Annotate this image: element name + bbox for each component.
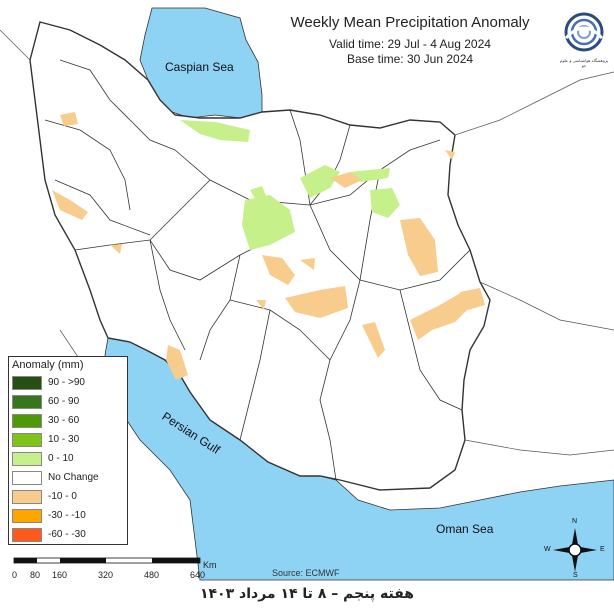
scale-unit: Km: [203, 560, 217, 570]
valid-time: Valid time: 29 Jul - 4 Aug 2024: [329, 37, 491, 51]
legend-item: -60 - -30: [9, 525, 127, 544]
legend-item: -30 - -10: [9, 506, 127, 525]
institute-logo: پژوهشگاه هواشناسی و علوم جو: [558, 8, 610, 78]
footer-persian-date: هفته پنجم – ۸ تا ۱۴ مرداد ۱۴۰۳: [199, 586, 415, 602]
scale-bar-graphic: [13, 557, 201, 564]
compass-rose: N S E W: [544, 518, 605, 580]
legend-label: 60 - 90: [48, 396, 80, 407]
legend-item: -10 - 0: [9, 487, 127, 506]
compass-n: N: [572, 518, 578, 525]
label-caspian-sea: Caspian Sea: [165, 60, 234, 74]
legend-item: 10 - 30: [9, 430, 127, 449]
legend-swatch: [12, 375, 42, 390]
legend-swatch: [12, 451, 42, 466]
legend-label: 30 - 60: [48, 415, 80, 426]
province-borders: [44, 59, 471, 481]
neighbour-borders: [0, 29, 614, 456]
legend-label: -60 - -30: [48, 529, 86, 540]
legend-swatch: [12, 527, 42, 542]
compass-s: S: [573, 572, 578, 579]
legend-label: No Change: [48, 472, 99, 483]
negative-anomaly-areas: [52, 112, 485, 380]
scale-label-0: 0: [12, 570, 18, 580]
legend-swatch: [12, 508, 42, 523]
legend-label: 10 - 30: [48, 434, 80, 445]
legend-swatch: [12, 394, 42, 409]
base-time: Base time: 30 Jun 2024: [346, 52, 474, 66]
scale-label-160: 160: [52, 570, 68, 580]
logo-swirl-icon: [564, 12, 604, 52]
legend-item: 60 - 90: [9, 392, 127, 411]
legend-swatch: [12, 413, 42, 428]
label-oman-sea: Oman Sea: [436, 522, 494, 536]
compass-w: W: [544, 546, 551, 553]
scale-bar: Km 0 80 160 320 480 640: [8, 560, 218, 584]
scale-label-80: 80: [30, 570, 41, 580]
legend-swatch: [12, 432, 42, 447]
legend-item: 90 - >90: [9, 373, 127, 392]
legend-label: 0 - 10: [48, 453, 74, 464]
legend-title: Anomaly (mm): [12, 359, 84, 371]
scale-label-320: 320: [98, 570, 114, 580]
iran-outline: [29, 21, 491, 491]
positive-anomaly-areas: [180, 120, 400, 250]
map-title: Weekly Mean Precipitation Anomaly: [290, 14, 530, 31]
logo-text: پژوهشگاه هواشناسی و علوم جو: [559, 58, 609, 68]
compass-e: E: [600, 546, 605, 553]
legend-item: 0 - 10: [9, 449, 127, 468]
source-label: Source: ECMWF: [272, 568, 340, 578]
compass-icon: [553, 528, 597, 572]
legend-label: -30 - -10: [48, 510, 86, 521]
legend: Anomaly (mm) 90 - >90 60 - 90 30 - 60 10 - …: [8, 356, 128, 545]
legend-item: 30 - 60: [9, 411, 127, 430]
scale-label-640: 640: [190, 570, 206, 580]
legend-swatch: [12, 489, 42, 504]
caspian-sea: [139, 7, 263, 119]
scale-label-480: 480: [144, 570, 160, 580]
legend-item: No Change: [9, 468, 127, 487]
legend-label: 90 - >90: [48, 377, 85, 388]
legend-label: -10 - 0: [48, 491, 77, 502]
legend-swatch: [12, 470, 42, 485]
